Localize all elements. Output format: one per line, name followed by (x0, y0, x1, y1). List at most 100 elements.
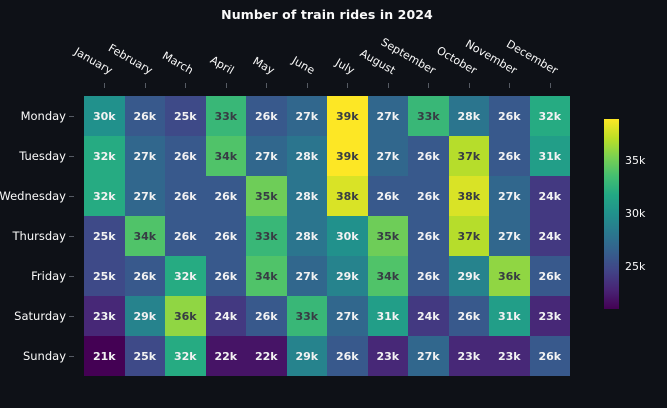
y-tick-mark (69, 116, 74, 117)
heatmap-cell: 27k (367, 96, 408, 136)
heatmap-cell: 26k (408, 216, 449, 256)
heatmap-cell: 26k (529, 336, 570, 376)
heatmap-cell: 28k (286, 136, 327, 176)
heatmap-cell: 25k (84, 256, 125, 296)
y-tick-mark (69, 276, 74, 277)
heatmap-cell: 30k (327, 216, 368, 256)
heatmap-cell: 24k (529, 176, 570, 216)
heatmap-cell: 24k (205, 296, 246, 336)
heatmap-cell: 26k (327, 336, 368, 376)
heatmap-cell: 27k (286, 256, 327, 296)
x-tick-label-june: June (289, 53, 317, 78)
heatmap-cell: 22k (205, 336, 246, 376)
heatmap-cell: 32k (529, 96, 570, 136)
y-tick-mark (69, 156, 74, 157)
heatmap-cell: 23k (489, 336, 530, 376)
heatmap-cell: 27k (327, 296, 368, 336)
heatmap-cell: 34k (205, 136, 246, 176)
chart-title: Number of train rides in 2024 (221, 7, 433, 22)
heatmap-cell: 38k (327, 176, 368, 216)
heatmap-cell: 26k (165, 176, 206, 216)
heatmap-cell: 26k (489, 96, 530, 136)
heatmap-cell: 27k (286, 96, 327, 136)
heatmap-cell: 30k (84, 96, 125, 136)
heatmap-cell: 34k (124, 216, 165, 256)
x-tick-mark (549, 83, 551, 88)
heatmap-cell: 27k (124, 136, 165, 176)
heatmap-cell: 34k (367, 256, 408, 296)
x-tick-mark (468, 83, 470, 88)
heatmap-cell: 29k (124, 296, 165, 336)
heatmap-cell: 24k (408, 296, 449, 336)
x-tick-mark (509, 83, 511, 88)
heatmap-cell: 26k (489, 136, 530, 176)
x-tick-label-may: May (250, 54, 277, 78)
heatmap-cell: 27k (124, 176, 165, 216)
x-tick-label-april: April (207, 53, 236, 78)
heatmap-cell: 23k (529, 296, 570, 336)
heatmap-cell: 36k (489, 256, 530, 296)
heatmap-cell: 23k (367, 336, 408, 376)
heatmap-grid: 30k 26k 25k 33k 26k 27k 39k 27k 33k 28k 26k 32k 32k 2… (84, 96, 570, 376)
heatmap-cell: 25k (165, 96, 206, 136)
heatmap-cell: 38k (448, 176, 489, 216)
y-tick-label-tuesday: Tuesday (19, 149, 66, 163)
heatmap-cell: 26k (408, 136, 449, 176)
colorbar-tick-label: 30k (625, 207, 646, 220)
y-tick-label-friday: Friday (31, 269, 66, 283)
heatmap-cell: 29k (327, 256, 368, 296)
y-tick-mark (69, 236, 74, 237)
y-tick-label-wednesday: Wednesday (0, 189, 66, 203)
x-tick-mark (428, 83, 430, 88)
y-tick-label-saturday: Saturday (14, 309, 66, 323)
heatmap-cell: 26k (529, 256, 570, 296)
heatmap-cell: 32k (84, 176, 125, 216)
heatmap-cell: 36k (165, 296, 206, 336)
heatmap-cell: 22k (246, 336, 287, 376)
heatmap-cell: 27k (367, 136, 408, 176)
heatmap-cell: 31k (529, 136, 570, 176)
heatmap-cell: 39k (327, 136, 368, 176)
heatmap-cell: 32k (84, 136, 125, 176)
colorbar-tick-label: 25k (625, 259, 646, 273)
colorbar-gradient (604, 119, 619, 309)
heatmap-cell: 26k (165, 216, 206, 256)
heatmap-cell: 26k (408, 176, 449, 216)
heatmap-cell: 28k (286, 216, 327, 256)
heatmap-cell: 27k (489, 216, 530, 256)
heatmap-cell: 32k (165, 336, 206, 376)
y-tick-label-thursday: Thursday (12, 229, 66, 243)
x-tick-mark (185, 83, 187, 88)
x-tick-mark (347, 83, 349, 88)
heatmap-cell: 26k (408, 256, 449, 296)
x-tick-mark (104, 83, 106, 88)
heatmap-cell: 33k (205, 96, 246, 136)
x-tick-label-february: February (106, 41, 155, 78)
heatmap-cell: 27k (489, 176, 530, 216)
heatmap-cell: 23k (448, 336, 489, 376)
heatmap-cell: 24k (529, 216, 570, 256)
heatmap-cell: 25k (124, 336, 165, 376)
heatmap-cell: 32k (165, 256, 206, 296)
heatmap-cell: 26k (205, 176, 246, 216)
heatmap-cell: 37k (448, 216, 489, 256)
heatmap-cell: 28k (286, 176, 327, 216)
heatmap-cell: 26k (448, 296, 489, 336)
x-tick-mark (387, 83, 389, 88)
heatmap-cell: 27k (246, 136, 287, 176)
y-tick-label-sunday: Sunday (22, 349, 66, 363)
heatmap-cell: 26k (367, 176, 408, 216)
x-tick-label-march: March (159, 49, 196, 78)
heatmap-cell: 31k (489, 296, 530, 336)
heatmap-cell: 26k (246, 96, 287, 136)
heatmap-cell: 26k (246, 296, 287, 336)
heatmap-cell: 23k (84, 296, 125, 336)
heatmap-cell: 39k (327, 96, 368, 136)
heatmap-cell: 21k (84, 336, 125, 376)
heatmap-cell: 25k (84, 216, 125, 256)
x-tick-mark (306, 83, 308, 88)
heatmap-cell: 28k (448, 96, 489, 136)
heatmap-cell: 35k (246, 176, 287, 216)
heatmap-cell: 33k (246, 216, 287, 256)
heatmap-cell: 31k (367, 296, 408, 336)
